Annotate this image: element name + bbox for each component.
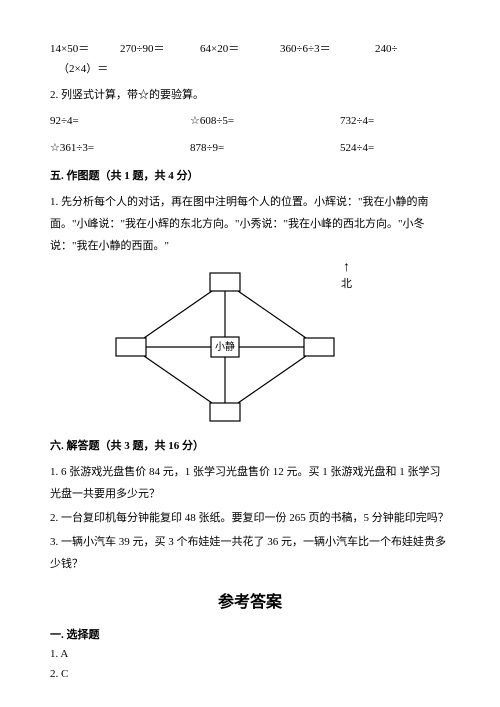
svg-text:小静: 小静 [215,340,235,353]
expr: 270÷90＝ [120,40,200,60]
s6-q1: 1. 6 张游戏光盘售价 84 元，1 张学习光盘售价 12 元。买 1 张游戏… [50,461,450,505]
page: 14×50＝ 270÷90＝ 64×20＝ 360÷6÷3＝ 240÷ （2×4… [0,0,500,705]
north-arrow-icon: ↑ [343,261,350,275]
s6-q3: 3. 一辆小汽车 39 元，买 3 个布娃娃一共花了 36 元，一辆小汽车比一个… [50,531,450,575]
expr: 92÷4= [50,112,190,132]
north-label: 北 [341,275,352,295]
answers-section-1: 一. 选择题 [50,626,450,646]
expr: ☆361÷3= [50,139,190,159]
answers-title: 参考答案 [50,589,450,618]
calc-row-2: 92÷4= ☆608÷5= 732÷4= [50,112,450,132]
expr: 524÷4= [340,139,374,159]
direction-diagram: ↑ 北 小静 [110,267,370,427]
expr: 360÷6÷3＝ [280,40,375,60]
expr: 14×50＝ [50,40,120,60]
expr: 64×20＝ [200,40,280,60]
answer-line: 2. C [50,665,450,685]
expr: 732÷4= [340,112,374,132]
section-5-title: 五. 作图题（共 1 题，共 4 分） [50,167,450,187]
section-5-question: 1. 先分析每个人的对话，再在图中注明每个人的位置。小辉说："我在小静的南面。"… [50,191,450,257]
north-indicator: ↑ 北 [341,261,352,295]
expr: （2×4）＝ [50,60,108,80]
expr: ☆608÷5= [190,112,340,132]
calc-row-1: 14×50＝ 270÷90＝ 64×20＝ 360÷6÷3＝ 240÷ [50,40,450,60]
q2-intro: 2. 列竖式计算，带☆的要验算。 [50,84,450,106]
calc-row-1b: （2×4）＝ [50,60,450,80]
answer-line: 1. A [50,645,450,665]
calc-row-3: ☆361÷3= 878÷9= 524÷4= [50,139,450,159]
diagram-svg: 小静 [110,267,340,427]
section-6-title: 六. 解答题（共 3 题，共 16 分） [50,437,450,457]
expr: 240÷ [375,40,398,60]
expr: 878÷9= [190,139,340,159]
s6-q2: 2. 一台复印机每分钟能复印 48 张纸。要复印一份 265 页的书稿，5 分钟… [50,507,450,529]
